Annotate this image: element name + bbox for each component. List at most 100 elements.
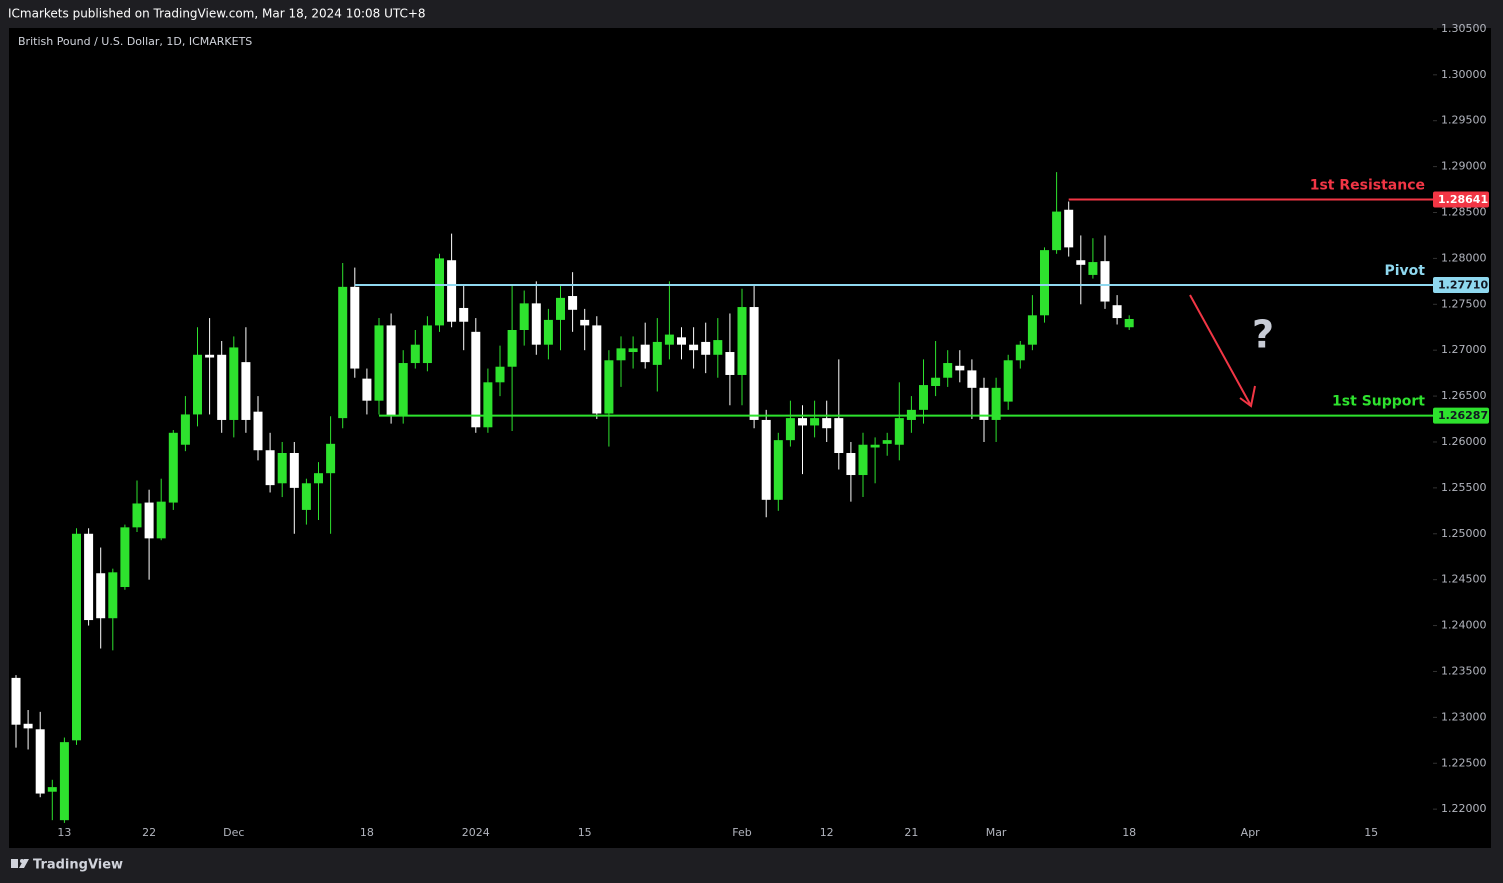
candle-body (241, 362, 251, 420)
y-tick-label: 1.30000 (1441, 68, 1487, 81)
candle-body (1052, 211, 1062, 251)
candle-body (59, 742, 69, 821)
candle-body (156, 501, 166, 539)
candle-body (943, 363, 953, 378)
x-tick-label: Feb (732, 826, 751, 839)
candle-body (1100, 261, 1110, 302)
chart-title: British Pound / U.S. Dollar, 1D, ICMARKE… (18, 35, 252, 48)
footer-logo (11, 859, 29, 868)
x-tick-label: 18 (1122, 826, 1136, 839)
candle-body (289, 452, 299, 488)
candle-body (47, 787, 57, 792)
candle-body (628, 348, 638, 353)
candle-body (483, 382, 493, 428)
level-name: 1st Resistance (1310, 178, 1425, 194)
candle-body (1015, 344, 1025, 361)
candle-body (870, 444, 880, 448)
level-price-box (1433, 277, 1489, 294)
candle-body (435, 258, 444, 326)
candle-body (858, 444, 868, 476)
candle-body (931, 377, 941, 386)
candle-body (1003, 360, 1013, 402)
x-tick-label: 12 (820, 826, 834, 839)
y-tick-label: 1.30500 (1441, 22, 1487, 35)
candle-body (1112, 305, 1122, 319)
candle-body (1027, 315, 1037, 345)
candle-body (580, 319, 590, 326)
candle-body (689, 344, 699, 351)
candle-body (277, 452, 287, 484)
candle-body (604, 360, 614, 414)
y-tick-label: 1.23000 (1441, 710, 1487, 723)
candle-body (96, 573, 106, 619)
candle-body (459, 307, 469, 322)
candle-body (713, 340, 723, 355)
candle-body (919, 385, 928, 410)
candle-body (677, 337, 686, 345)
candle-body (193, 354, 202, 415)
y-tick-label: 1.22500 (1441, 756, 1487, 769)
y-tick-label: 1.27500 (1441, 297, 1487, 310)
x-tick-label: Mar (986, 826, 1007, 839)
question-mark: ? (1252, 313, 1274, 357)
candle-body (761, 419, 771, 500)
candle-body (822, 418, 832, 429)
candle-body (229, 347, 239, 420)
y-tick-label: 1.26500 (1441, 389, 1487, 402)
x-tick-label: 15 (1364, 826, 1378, 839)
candle-body (846, 452, 856, 476)
candle-body (773, 440, 783, 500)
candle-body (1076, 260, 1086, 265)
candle-body (72, 533, 81, 741)
candle-body (967, 370, 977, 388)
candle-body (507, 329, 517, 367)
x-tick-label: 15 (578, 826, 592, 839)
candle-body (568, 296, 578, 310)
candle-body (326, 443, 336, 474)
y-tick-label: 1.25500 (1441, 481, 1487, 494)
candle-body (23, 723, 33, 729)
candle-body (834, 418, 844, 453)
x-tick-label: 13 (57, 826, 71, 839)
candle-body (374, 325, 384, 401)
candle-body (531, 303, 541, 345)
footer-brand: TradingView (33, 858, 123, 873)
candle-body (664, 334, 674, 345)
candle-body (1088, 262, 1098, 275)
level-name: Pivot (1385, 263, 1426, 279)
down-arrow (1189, 294, 1256, 408)
candle-body (894, 418, 904, 445)
candle-body (265, 450, 275, 486)
x-tick-label: 22 (142, 826, 156, 839)
y-tick-label: 1.28000 (1441, 251, 1487, 264)
y-tick-label: 1.29000 (1441, 160, 1487, 173)
candle-body (592, 325, 602, 414)
y-tick-label: 1.29500 (1441, 114, 1487, 127)
candle-body (725, 352, 735, 375)
candle-body (253, 411, 263, 451)
candle-body (11, 677, 21, 725)
x-tick-label: 21 (904, 826, 918, 839)
level-price-box (1433, 407, 1489, 424)
candle-body (108, 572, 118, 619)
candle-body (180, 414, 190, 445)
y-tick-label: 1.25000 (1441, 527, 1487, 540)
candle-body (979, 387, 989, 420)
candle-body (495, 366, 505, 383)
candle-body (519, 303, 529, 330)
y-tick-label: 1.24500 (1441, 573, 1487, 586)
candle-body (132, 503, 142, 528)
candle-body (798, 418, 807, 426)
level-price-label: 1.28641 (1438, 193, 1488, 206)
level-name: 1st Support (1332, 394, 1425, 410)
y-tick-label: 1.28500 (1441, 206, 1487, 219)
y-tick-label: 1.23500 (1441, 664, 1487, 677)
candle-body (205, 354, 215, 358)
candle-body (737, 307, 747, 375)
candle-body (144, 502, 154, 539)
candle-body (84, 533, 94, 621)
candle-body (120, 527, 130, 588)
candle-body (168, 432, 178, 503)
